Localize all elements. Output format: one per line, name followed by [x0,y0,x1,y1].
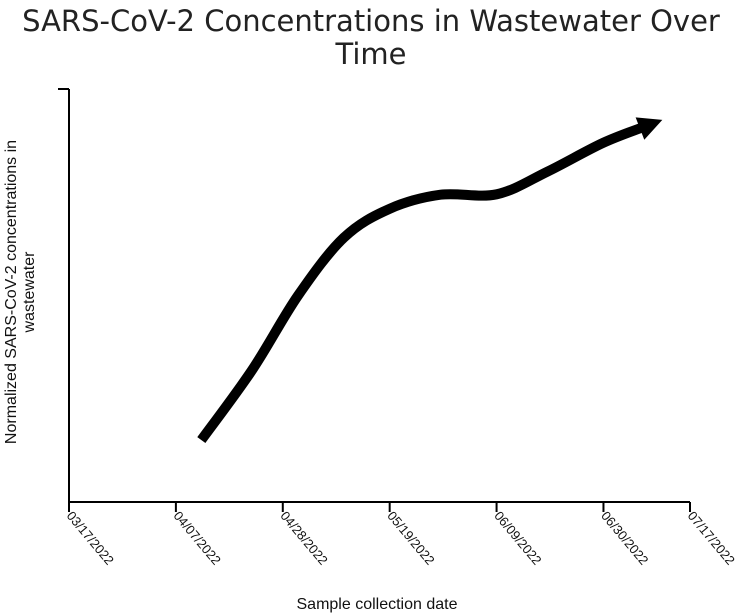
x-axis-label: Sample collection date [297,596,458,613]
y-axis [58,88,70,502]
x-tick-label: 06/09/2022 [491,508,544,567]
x-axis-tick-labels: 03/17/2022 04/07/2022 04/28/2022 05/19/2022… [64,508,738,567]
x-tick-label: 03/17/2022 [64,508,117,567]
series-layer [197,117,663,443]
trend-arrowhead [635,117,663,140]
chart-title: SARS-CoV-2 Concentrations in Wastewater … [22,4,720,71]
x-tick-label: 06/30/2022 [598,508,651,567]
x-axis-ticks [68,502,691,512]
y-axis-label-line-1: Normalized SARS-CoV-2 concentrations in [3,140,20,444]
x-tick-label: 05/19/2022 [384,508,437,567]
chart-title-line-1: SARS-CoV-2 Concentrations in Wastewater … [22,4,720,38]
chart-title-line-2: Time [335,37,407,71]
y-axis-label-line-2: wastewater [21,251,38,334]
x-tick-label: 04/07/2022 [171,508,224,567]
series-line-1 [197,120,652,443]
y-axis-label: Normalized SARS-CoV-2 concentrations in … [3,140,38,444]
x-tick-label: 04/28/2022 [277,508,330,567]
x-tick-label: 07/17/2022 [685,508,738,567]
